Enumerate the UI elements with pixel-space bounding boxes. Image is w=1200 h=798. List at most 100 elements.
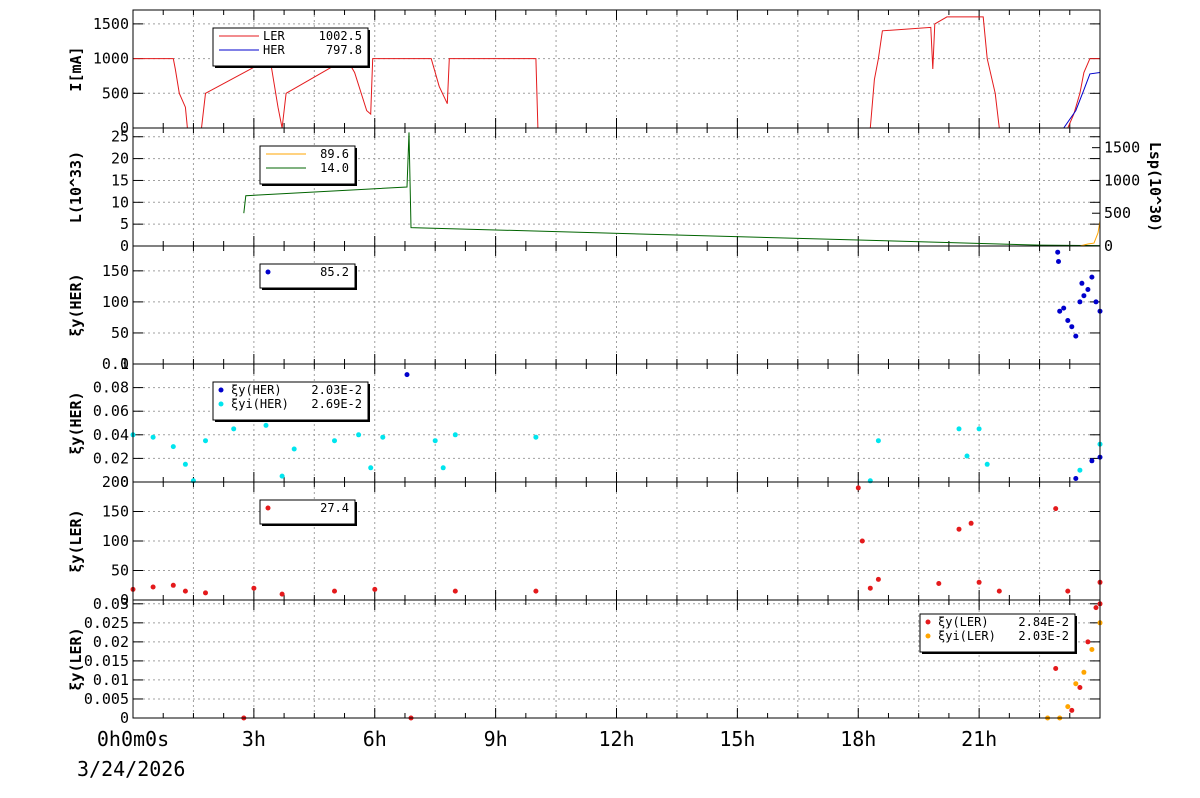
legend: 85.2 [259, 263, 357, 290]
y-tick-label: 0.005 [84, 690, 129, 708]
data-point [1073, 681, 1079, 687]
panel-frame [132, 599, 1101, 719]
legend: ξy(HER) 2.03E-2 ξyi(HER) 2.69E-2 [212, 381, 370, 422]
data-point [1073, 333, 1079, 339]
y-axis-label: ξy(LER) [67, 627, 85, 690]
data-point [1085, 287, 1091, 292]
data-point [1081, 669, 1087, 675]
y-tick-label: 1500 [93, 15, 129, 33]
y-axis-label: I[mA] [67, 46, 85, 91]
y-tick-label: 100 [102, 293, 129, 311]
data-point [1089, 647, 1095, 652]
time-tick-label: 18h [840, 727, 876, 751]
data-point [1069, 707, 1075, 713]
y-tick-label: 5 [120, 215, 129, 233]
legend: 89.614.0 [259, 145, 357, 186]
y-tick-label: 150 [102, 262, 129, 280]
data-point [1053, 506, 1059, 512]
data-point [251, 585, 257, 591]
legend-label: ξyi(LER) [938, 629, 996, 643]
legend-value: 2.03E-2 [1018, 629, 1069, 643]
data-point [203, 438, 208, 444]
panel-4: 0 0.02 0.04 0.06 0.08 0.1 ξy(HER) ξy(HER) 2.03E-… [67, 355, 1103, 491]
legend-marker [925, 633, 931, 639]
date-label: 3/24/2026 [77, 757, 185, 781]
series-line [133, 16, 1100, 129]
legend-label: ξy(HER) [231, 383, 282, 397]
data-point [1077, 467, 1083, 473]
y-tick-label: 0 [120, 237, 129, 255]
data-point [170, 444, 176, 450]
data-point [231, 426, 237, 432]
y-tick-label: 0.03 [93, 595, 129, 613]
data-point [533, 434, 539, 440]
y-tick-label: 0 [120, 119, 129, 137]
time-tick-label: 12h [598, 727, 634, 751]
panel-3: 0 50 100 150 ξy(HER) 85.2 [67, 245, 1103, 373]
data-point [1093, 299, 1099, 305]
data-point [432, 438, 438, 444]
data-point [1065, 588, 1071, 594]
y-tick-label: 0.04 [93, 426, 129, 444]
y-tick-label: 0.08 [93, 379, 129, 397]
legend-value: 2.69E-2 [311, 397, 362, 411]
data-point [996, 588, 1002, 594]
data-point [203, 590, 208, 596]
data-point [332, 438, 337, 444]
data-point [875, 438, 881, 444]
legend-label: LER [263, 29, 285, 43]
data-point [1053, 666, 1059, 671]
data-point [452, 432, 458, 438]
data-point [1077, 685, 1083, 690]
legend-value: 2.03E-2 [311, 383, 362, 397]
data-point [279, 473, 285, 479]
y-tick-label: 0.025 [84, 614, 129, 632]
data-point [867, 478, 873, 484]
data-point [976, 579, 982, 585]
data-point [976, 426, 982, 432]
y-tick-label: 0 [120, 355, 129, 373]
data-point [291, 446, 297, 452]
legend-marker [265, 269, 271, 275]
data-point [1079, 280, 1085, 286]
data-point [859, 538, 865, 544]
legend-box [919, 613, 1076, 653]
data-point [150, 434, 156, 440]
data-point [356, 432, 362, 438]
data-point [968, 520, 974, 526]
data-point [150, 584, 156, 590]
data-point [1065, 318, 1071, 323]
legend-box [259, 499, 356, 525]
data-point [332, 588, 337, 594]
data-point [182, 588, 188, 594]
y-axis-label: ξy(HER) [67, 273, 85, 336]
legend-value: 85.2 [320, 265, 349, 279]
time-tick-label: 6h [363, 727, 387, 751]
y-tick-label: 0.1 [102, 355, 129, 373]
data-point [956, 426, 962, 432]
legend-marker [218, 401, 224, 407]
y-tick-label: 0.02 [93, 449, 129, 467]
data-point [368, 465, 374, 471]
data-point [936, 581, 942, 586]
data-point [372, 586, 378, 592]
time-tick-label: 15h [719, 727, 755, 751]
legend-value: 2.84E-2 [1018, 615, 1069, 629]
legend-label: ξy(LER) [938, 615, 989, 629]
y2-tick-label: 1000 [1104, 171, 1140, 189]
data-point [170, 582, 176, 588]
y-tick-label: 0 [120, 473, 129, 491]
y-tick-label: 15 [111, 171, 129, 189]
data-point [984, 461, 990, 467]
data-point [1073, 476, 1079, 481]
y-tick-label: 10 [111, 193, 129, 211]
time-tick-label: 21h [961, 727, 997, 751]
y-axis-label: ξy(LER) [67, 509, 85, 572]
data-point [1077, 299, 1083, 305]
y-tick-label: 0.02 [93, 633, 129, 651]
data-point [875, 576, 881, 582]
data-point [533, 588, 539, 594]
y-tick-label: 100 [102, 532, 129, 550]
panel-1: 0 500 1000 1500 I[mA] LER 1002.5 HER 797.8 [67, 9, 1101, 137]
legend-marker [218, 387, 224, 393]
